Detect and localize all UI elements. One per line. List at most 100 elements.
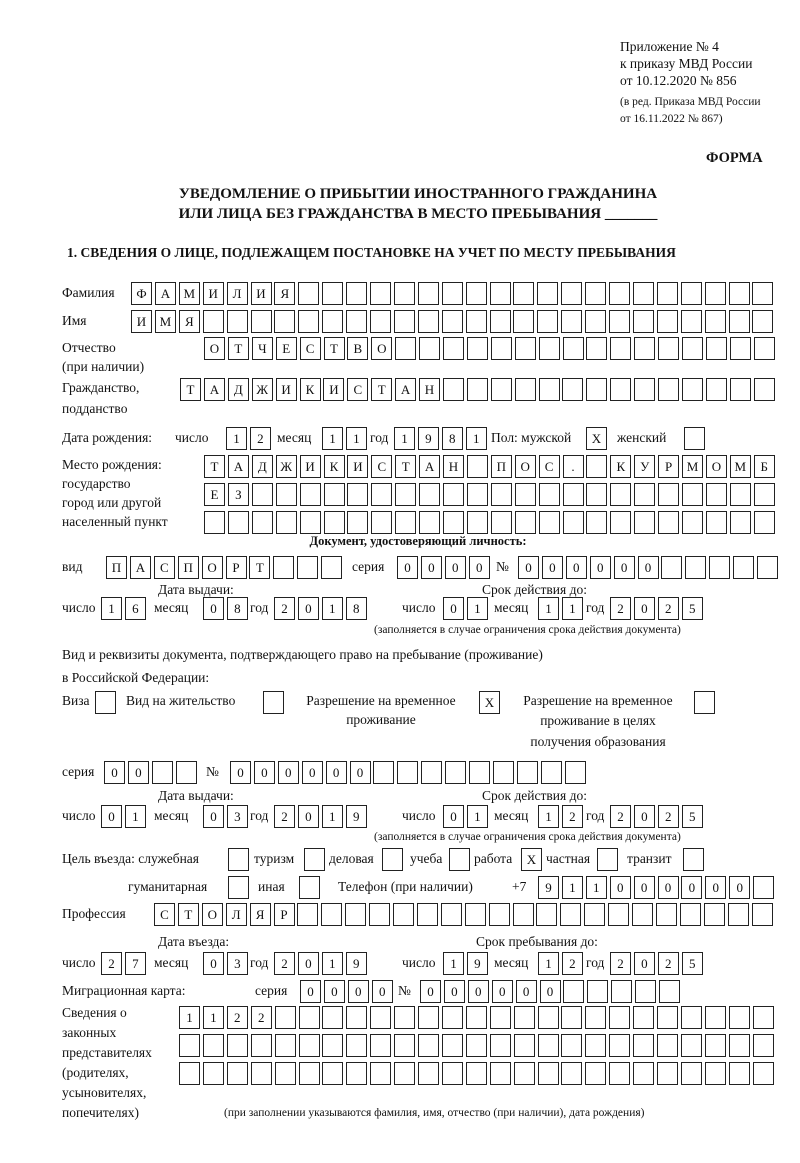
char-box[interactable]: П	[490, 455, 512, 478]
char-box[interactable]	[322, 1034, 344, 1057]
char-box[interactable]: А	[203, 378, 225, 401]
char-box[interactable]: М	[154, 310, 176, 333]
char-box[interactable]: 3	[226, 952, 248, 975]
char-box[interactable]: 0	[127, 761, 149, 784]
char-box[interactable]: 2	[610, 597, 631, 620]
char-box[interactable]	[680, 1062, 702, 1085]
char-box[interactable]	[704, 1034, 726, 1057]
char-box[interactable]	[680, 310, 702, 333]
char-box[interactable]	[465, 282, 487, 305]
char-box[interactable]: Н	[443, 455, 464, 478]
char-box[interactable]	[537, 1006, 559, 1029]
char-box[interactable]	[489, 1034, 511, 1057]
char-box[interactable]: 2	[657, 952, 679, 975]
char-box[interactable]: 0	[300, 980, 321, 1003]
char-box[interactable]	[610, 337, 632, 360]
char-box[interactable]	[634, 483, 656, 506]
char-box[interactable]: П	[177, 556, 199, 579]
char-box[interactable]: 0	[230, 761, 251, 784]
char-box[interactable]: И	[202, 282, 224, 305]
char-box[interactable]	[658, 511, 680, 534]
char-box[interactable]: 1	[321, 952, 343, 975]
char-box[interactable]	[658, 337, 680, 360]
char-box[interactable]: 0	[203, 952, 224, 975]
char-box[interactable]	[275, 511, 297, 534]
char-box[interactable]: О	[204, 337, 225, 360]
char-box[interactable]	[443, 483, 464, 506]
char-box[interactable]: Т	[177, 903, 199, 926]
char-box[interactable]: 2	[249, 427, 271, 450]
char-box[interactable]: 1	[561, 597, 583, 620]
char-box[interactable]: Ж	[275, 455, 297, 478]
char-box[interactable]	[250, 1034, 272, 1057]
char-box[interactable]	[397, 761, 419, 784]
char-box[interactable]	[752, 1062, 774, 1085]
char-box[interactable]: О	[201, 556, 223, 579]
char-box[interactable]	[299, 876, 320, 899]
char-box[interactable]: 9	[345, 952, 367, 975]
char-box[interactable]	[441, 282, 463, 305]
char-box[interactable]: Д	[227, 378, 249, 401]
char-box[interactable]	[371, 483, 393, 506]
char-box[interactable]: Т	[371, 378, 393, 401]
char-box[interactable]	[441, 310, 463, 333]
char-box[interactable]: Ч	[251, 337, 273, 360]
char-box[interactable]	[393, 282, 415, 305]
char-box[interactable]	[563, 980, 585, 1003]
char-box[interactable]	[658, 483, 680, 506]
char-box[interactable]	[586, 337, 608, 360]
char-box[interactable]: 0	[515, 980, 537, 1003]
char-box[interactable]	[608, 903, 630, 926]
char-box[interactable]	[513, 282, 535, 305]
char-box[interactable]	[251, 511, 273, 534]
char-box[interactable]	[684, 427, 705, 450]
char-box[interactable]	[513, 1034, 535, 1057]
char-box[interactable]	[204, 511, 225, 534]
char-box[interactable]	[632, 903, 653, 926]
char-box[interactable]	[655, 903, 677, 926]
char-box[interactable]	[490, 511, 512, 534]
char-box[interactable]: 9	[417, 427, 439, 450]
char-box[interactable]	[346, 282, 368, 305]
char-box[interactable]: Л	[225, 903, 247, 926]
char-box[interactable]: 2	[610, 805, 631, 828]
char-box[interactable]: Б	[753, 455, 775, 478]
char-box[interactable]	[395, 511, 417, 534]
char-box[interactable]	[395, 483, 417, 506]
char-box[interactable]	[226, 1034, 248, 1057]
char-box[interactable]	[728, 310, 750, 333]
char-box[interactable]	[679, 903, 701, 926]
char-box[interactable]: 0	[541, 556, 563, 579]
char-box[interactable]	[417, 282, 439, 305]
char-box[interactable]: 0	[467, 980, 489, 1003]
char-box[interactable]: 0	[203, 805, 224, 828]
char-box[interactable]: 0	[420, 980, 441, 1003]
char-box[interactable]: О	[371, 337, 393, 360]
char-box[interactable]: 0	[589, 556, 611, 579]
char-box[interactable]	[752, 310, 774, 333]
char-box[interactable]	[512, 903, 534, 926]
char-box[interactable]	[680, 1034, 702, 1057]
char-box[interactable]: 0	[565, 556, 587, 579]
char-box[interactable]	[682, 483, 703, 506]
char-box[interactable]	[394, 1006, 416, 1029]
char-box[interactable]	[490, 483, 512, 506]
char-box[interactable]: 1	[585, 876, 607, 899]
char-box[interactable]: С	[347, 378, 369, 401]
char-box[interactable]	[274, 1006, 296, 1029]
char-box[interactable]	[561, 1006, 583, 1029]
char-box[interactable]: А	[129, 556, 151, 579]
char-box[interactable]	[657, 1062, 678, 1085]
char-box[interactable]: С	[371, 455, 393, 478]
char-box[interactable]: X	[586, 427, 607, 450]
char-box[interactable]: 0	[443, 805, 464, 828]
char-box[interactable]: 0	[371, 980, 393, 1003]
char-box[interactable]	[513, 1062, 535, 1085]
char-box[interactable]: О	[201, 903, 223, 926]
char-box[interactable]: 3	[226, 805, 248, 828]
char-box[interactable]	[587, 980, 609, 1003]
char-box[interactable]	[728, 1006, 750, 1029]
char-box[interactable]: И	[131, 310, 152, 333]
char-box[interactable]	[298, 1062, 320, 1085]
char-box[interactable]	[226, 1062, 248, 1085]
